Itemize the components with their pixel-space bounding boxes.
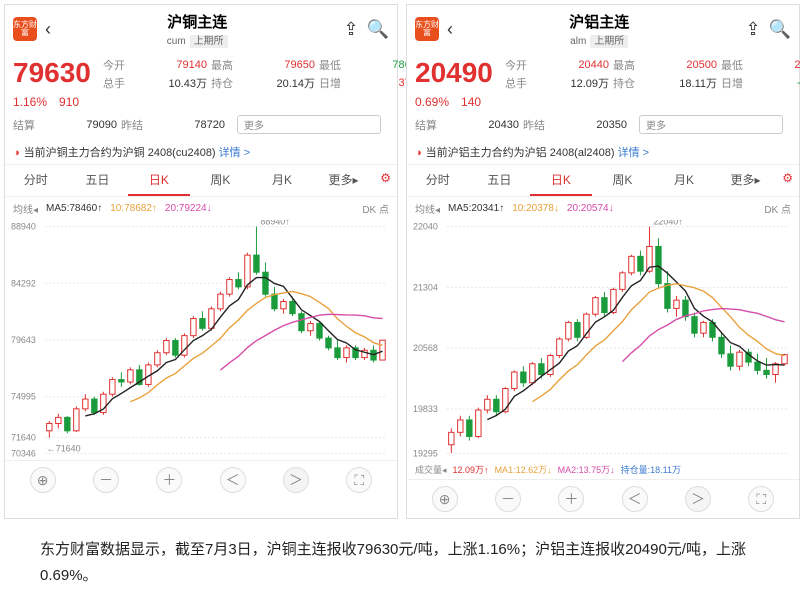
tab-more[interactable]: 更多▸ [313, 165, 375, 196]
next-icon[interactable]: ＞ [283, 467, 309, 493]
tab-intraday[interactable]: 分时 [5, 165, 67, 196]
panel-aluminum: 东方财富 ‹ 沪铝主连 alm上期所 ⇪ 🔍 20490 今开20440 最高2… [406, 4, 800, 519]
timeframe-tabs: 分时 五日 日K 周K 月K 更多▸ ⚙ [5, 165, 397, 197]
tab-daily[interactable]: 日K [128, 165, 190, 196]
header: 东方财富 ‹ 沪铝主连 alm上期所 ⇪ 🔍 [407, 5, 799, 53]
svg-text:71640: 71640 [11, 433, 36, 443]
shield-icon: ◑ [13, 147, 20, 159]
chart-controls: ⊕ － ＋ ＜ ＞ ⛶ [5, 460, 397, 499]
tab-5day[interactable]: 五日 [469, 165, 531, 196]
more-button[interactable]: 更多 [237, 115, 381, 134]
tab-monthly[interactable]: 月K [251, 165, 313, 196]
search-icon[interactable]: 🔍 [769, 19, 791, 40]
back-icon[interactable]: ‹ [447, 19, 453, 40]
tab-more[interactable]: 更多▸ [715, 165, 777, 196]
tab-5day[interactable]: 五日 [67, 165, 129, 196]
svg-text:20568: 20568 [413, 343, 438, 353]
prev-icon[interactable]: ＜ [220, 467, 246, 493]
instrument-title: 沪铜主连 [59, 11, 335, 32]
header: 东方财富 ‹ 沪铜主连 cum上期所 ⇪ 🔍 [5, 5, 397, 53]
app-logo[interactable]: 东方财富 [415, 17, 439, 41]
settings-icon[interactable]: ⚙ [776, 165, 799, 196]
contract-notice: ◑当前沪铜主力合约为沪铜 2408(cu2408) 详情 > [5, 140, 397, 165]
svg-text:88940: 88940 [11, 222, 36, 232]
timeframe-tabs: 分时 五日 日K 周K 月K 更多▸ ⚙ [407, 165, 799, 197]
instrument-subtitle: cum上期所 [59, 32, 335, 47]
fullscreen-icon[interactable]: ⊕ [432, 486, 458, 512]
expand-icon[interactable]: ⛶ [346, 467, 372, 493]
detail-link[interactable]: 详情 > [219, 147, 250, 159]
quote-grid: 今开79140 最高79650 最低78660 总手10.43万 持仓20.14… [103, 57, 423, 91]
candlestick-chart[interactable]: 22040 21304 20568 19833 19295 22040↑ [411, 220, 795, 460]
svg-text:21304: 21304 [413, 282, 438, 292]
zoom-out-icon[interactable]: － [93, 467, 119, 493]
detail-link[interactable]: 详情 > [618, 147, 649, 159]
caption-text: 东方财富数据显示，截至7月3日，沪铜主连报收79630元/吨，上涨1.16%；沪… [0, 523, 800, 598]
svg-text:88940↑: 88940↑ [260, 220, 289, 227]
svg-text:19295: 19295 [413, 448, 438, 458]
ma-indicators: 均线◂ MA5:78460↑ 10:78682↑ 20:79224↓ DK 点 [5, 197, 397, 220]
shield-icon: ◑ [415, 147, 422, 159]
prev-icon[interactable]: ＜ [622, 486, 648, 512]
last-price: 79630 [13, 57, 103, 91]
settings-icon[interactable]: ⚙ [374, 165, 397, 196]
more-button[interactable]: 更多 [639, 115, 783, 134]
expand-icon[interactable]: ⛶ [748, 486, 774, 512]
zoom-in-icon[interactable]: ＋ [156, 467, 182, 493]
svg-text:22040: 22040 [413, 222, 438, 232]
tab-monthly[interactable]: 月K [653, 165, 715, 196]
candlestick-chart[interactable]: 88940 84292 79643 74995 71640 70346 88940↑ ←716… [9, 220, 393, 460]
share-icon[interactable]: ⇪ [745, 19, 760, 40]
svg-text:19833: 19833 [413, 404, 438, 414]
svg-text:79643: 79643 [11, 335, 36, 345]
app-logo[interactable]: 东方财富 [13, 17, 37, 41]
quote-grid: 今开20440 最高20500 最低20360 总手12.09万 持仓18.11… [505, 57, 800, 91]
search-icon[interactable]: 🔍 [367, 19, 389, 40]
tab-daily[interactable]: 日K [530, 165, 592, 196]
zoom-in-icon[interactable]: ＋ [558, 486, 584, 512]
next-icon[interactable]: ＞ [685, 486, 711, 512]
fullscreen-icon[interactable]: ⊕ [30, 467, 56, 493]
svg-text:←71640: ←71640 [47, 443, 81, 453]
last-price: 20490 [415, 57, 505, 91]
contract-notice: ◑当前沪铝主力合约为沪铝 2408(al2408) 详情 > [407, 140, 799, 165]
change-row: 1.16%910 [5, 95, 397, 113]
volume-row: 成交量◂12.09万↑ MA1:12.62万↓ MA2:13.75万↓ 持仓量:… [407, 460, 799, 479]
instrument-title: 沪铝主连 [461, 11, 737, 32]
share-icon[interactable]: ⇪ [343, 19, 358, 40]
svg-text:70346: 70346 [11, 448, 36, 458]
ma-indicators: 均线◂ MA5:20341↑ 10:20378↓ 20:20574↓ DK 点 [407, 197, 799, 220]
panel-copper: 东方财富 ‹ 沪铜主连 cum上期所 ⇪ 🔍 79630 今开79140 最高7… [4, 4, 398, 519]
zoom-out-icon[interactable]: － [495, 486, 521, 512]
tab-weekly[interactable]: 周K [190, 165, 252, 196]
tab-weekly[interactable]: 周K [592, 165, 654, 196]
svg-text:84292: 84292 [11, 278, 36, 288]
svg-text:74995: 74995 [11, 392, 36, 402]
change-row: 0.69%140 [407, 95, 799, 113]
svg-text:22040↑: 22040↑ [653, 220, 682, 227]
tab-intraday[interactable]: 分时 [407, 165, 469, 196]
instrument-subtitle: alm上期所 [461, 32, 737, 47]
back-icon[interactable]: ‹ [45, 19, 51, 40]
chart-controls: ⊕ － ＋ ＜ ＞ ⛶ [407, 479, 799, 518]
